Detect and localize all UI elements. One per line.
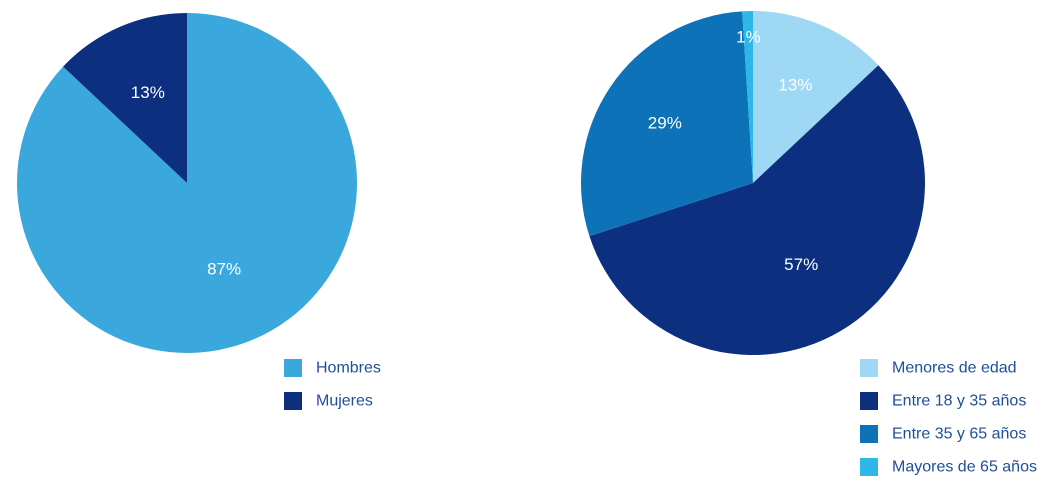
- slice-label-hombres: 87%: [207, 259, 241, 278]
- pie-slice-mayores-de-65-anos: [742, 11, 753, 183]
- slice-label-mujeres: 13%: [131, 83, 165, 102]
- pie-slice-mujeres: [63, 13, 187, 183]
- pie-slice-menores-de-edad: [753, 11, 879, 183]
- legend-swatch-hombres: [284, 359, 302, 377]
- pie-slice-entre-35-y-65-anos: [581, 11, 753, 237]
- legend-swatch-menores-de-edad: [860, 359, 878, 377]
- pie-chart-age-groups: 13% 57% 29% 1%: [581, 11, 926, 356]
- slice-label-menores-de-edad: 13%: [778, 76, 812, 95]
- legend-label-entre-18-y-35-anos: Entre 18 y 35 años: [892, 393, 1026, 410]
- slice-label-mayores-de-65-anos: 1%: [736, 27, 761, 46]
- slice-label-entre-18-y-35-anos: 57%: [784, 255, 818, 274]
- legend-swatch-mayores-de-65-anos: [860, 458, 878, 476]
- legend-label-mayores-de-65-anos: Mayores de 65 años: [892, 459, 1037, 476]
- pie-slice-hombres: [17, 13, 358, 354]
- pie-slice-entre-18-y-35-anos: [589, 65, 926, 356]
- legend-age-groups: Menores de edad Entre 18 y 35 años Entre 3…: [860, 359, 1037, 476]
- legend-swatch-mujeres: [284, 392, 302, 410]
- legend-label-menores-de-edad: Menores de edad: [892, 360, 1017, 377]
- slice-label-entre-35-y-65-anos: 29%: [648, 114, 682, 133]
- legend-swatch-entre-35-y-65-anos: [860, 425, 878, 443]
- legend-swatch-entre-18-y-35-anos: [860, 392, 878, 410]
- legend-gender: Hombres Mujeres: [284, 359, 381, 410]
- legend-label-mujeres: Mujeres: [316, 393, 373, 410]
- legend-label-hombres: Hombres: [316, 360, 381, 377]
- legend-label-entre-35-y-65-anos: Entre 35 y 65 años: [892, 426, 1026, 443]
- pie-chart-gender: 87% 13%: [17, 13, 358, 354]
